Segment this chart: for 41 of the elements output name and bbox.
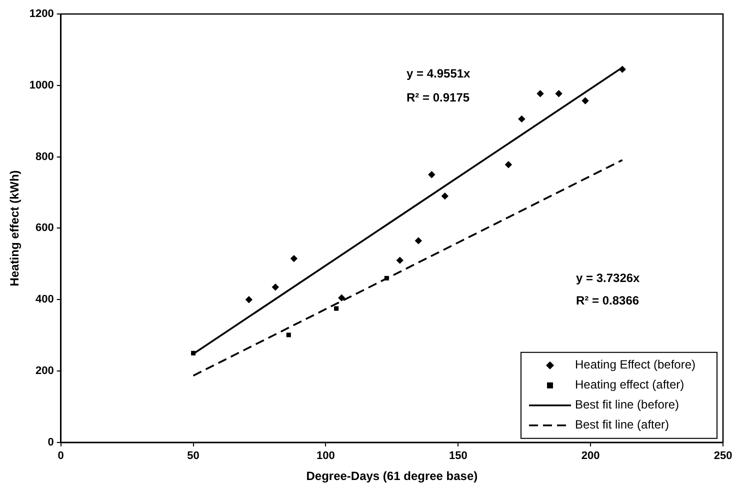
annotation: R² = 0.8366 <box>576 293 640 308</box>
y-tick-label: 1200 <box>29 8 54 20</box>
x-tick-label: 50 <box>187 450 200 462</box>
y-tick-label: 1000 <box>29 79 54 92</box>
point <box>504 161 512 168</box>
y-tick-label: 600 <box>36 222 54 234</box>
x-axis-title: Degree-Days (61 degree base) <box>306 469 478 484</box>
point <box>441 192 449 200</box>
point <box>290 254 298 262</box>
annotation: R² = 0.9175 <box>406 90 470 105</box>
legend-label: Heating effect (after) <box>575 378 684 392</box>
legend-label: Best fit line (after) <box>575 418 670 432</box>
y-tick-label: 200 <box>36 365 54 378</box>
x-tick-label: 200 <box>581 450 600 462</box>
point <box>518 115 526 123</box>
legend-label: Heating Effect (before) <box>575 358 696 372</box>
y-tick-label: 0 <box>48 436 54 448</box>
point <box>582 97 589 104</box>
annotation: y = 4.9551x <box>406 66 471 80</box>
point <box>536 90 544 98</box>
x-tick-label: 150 <box>448 450 468 462</box>
x-tick-label: 0 <box>58 450 64 462</box>
point <box>555 90 562 98</box>
point <box>428 171 436 178</box>
y-tick-label: 800 <box>36 150 54 163</box>
point <box>286 332 291 338</box>
point <box>618 66 626 73</box>
x-tick-label: 250 <box>714 450 732 462</box>
x-tick-label: 100 <box>316 450 335 462</box>
y-tick-label: 400 <box>36 294 54 306</box>
point <box>245 296 253 304</box>
legend-label: Best fit line (before) <box>575 398 680 412</box>
point <box>338 294 346 302</box>
point <box>384 276 389 280</box>
point <box>191 350 196 356</box>
annotation: y = 3.7326x <box>576 271 640 286</box>
y-axis-title: Heating effect (kWh) <box>8 170 22 286</box>
point <box>272 284 279 291</box>
point <box>334 306 339 311</box>
point <box>396 256 404 264</box>
point <box>414 237 422 244</box>
